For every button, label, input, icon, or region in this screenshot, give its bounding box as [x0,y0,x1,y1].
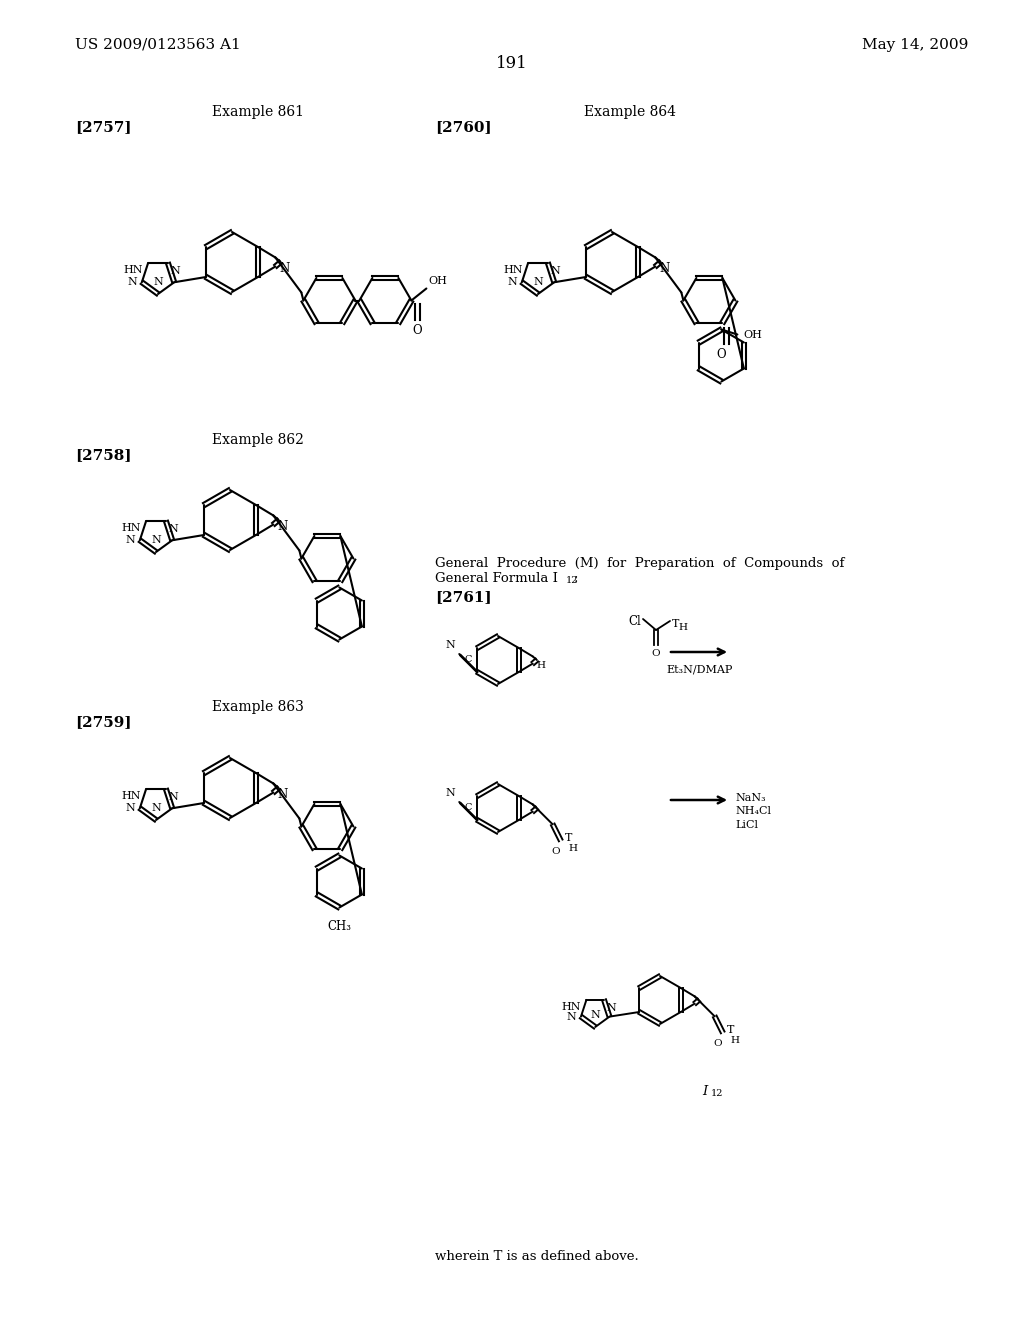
Text: O: O [714,1039,722,1048]
Text: H: H [568,845,578,854]
Text: N: N [566,1011,575,1022]
Text: I: I [702,1085,708,1098]
Text: OH: OH [428,276,447,285]
Text: [2760]: [2760] [435,120,492,135]
Text: N: N [168,524,178,535]
Text: LiCl: LiCl [735,820,758,830]
Text: [2761]: [2761] [435,590,492,605]
Text: N: N [534,277,543,286]
Text: H: H [537,661,546,671]
Text: General  Procedure  (M)  for  Preparation  of  Compounds  of: General Procedure (M) for Preparation of… [435,557,845,570]
Text: CH₃: CH₃ [328,920,351,932]
Text: H: H [678,623,687,632]
Text: T: T [672,619,679,630]
Text: O: O [413,323,422,337]
Text: O: O [717,347,726,360]
Text: Example 864: Example 864 [584,106,676,119]
Text: General Formula I: General Formula I [435,572,558,585]
Text: N: N [278,520,288,532]
Text: T: T [727,1026,734,1035]
Text: N: N [152,535,161,545]
Text: N: N [445,788,456,799]
Text: N: N [507,277,517,288]
Text: May 14, 2009: May 14, 2009 [861,38,968,51]
Text: O: O [551,847,560,857]
Text: 12: 12 [711,1089,724,1098]
Text: HN: HN [122,791,141,801]
Text: N: N [127,277,137,288]
Text: T: T [564,833,572,843]
Text: :: : [574,572,579,585]
Text: [2757]: [2757] [75,120,131,135]
Text: N: N [280,261,290,275]
Text: C: C [465,655,472,664]
Text: O: O [651,649,660,657]
Text: N: N [125,535,135,545]
Text: OH: OH [743,330,762,339]
Text: HN: HN [562,1002,582,1012]
Text: N: N [154,277,163,286]
Text: HN: HN [122,523,141,533]
Text: HN: HN [124,265,143,276]
Text: NH₄Cl: NH₄Cl [735,807,771,816]
Text: US 2009/0123563 A1: US 2009/0123563 A1 [75,38,241,51]
Text: Cl: Cl [628,615,641,628]
Text: N: N [591,1010,600,1020]
Text: N: N [152,803,161,813]
Text: N: N [606,1003,615,1012]
Text: 191: 191 [496,55,528,73]
Text: Et₃N/DMAP: Et₃N/DMAP [667,665,733,675]
Text: N: N [278,788,288,800]
Text: H: H [731,1036,739,1045]
Text: 12: 12 [566,576,579,585]
Text: N: N [445,640,456,649]
Text: [2759]: [2759] [75,715,131,729]
Text: Example 863: Example 863 [212,700,304,714]
Text: HN: HN [504,265,523,276]
Text: C: C [465,803,472,812]
Text: NaN₃: NaN₃ [735,793,766,803]
Text: N: N [659,261,670,275]
Text: Example 861: Example 861 [212,106,304,119]
Text: N: N [170,267,180,276]
Text: [2758]: [2758] [75,447,131,462]
Text: wherein T is as defined above.: wherein T is as defined above. [435,1250,639,1263]
Text: N: N [168,792,178,803]
Text: Example 862: Example 862 [212,433,304,447]
Text: N: N [550,267,560,276]
Text: N: N [125,804,135,813]
